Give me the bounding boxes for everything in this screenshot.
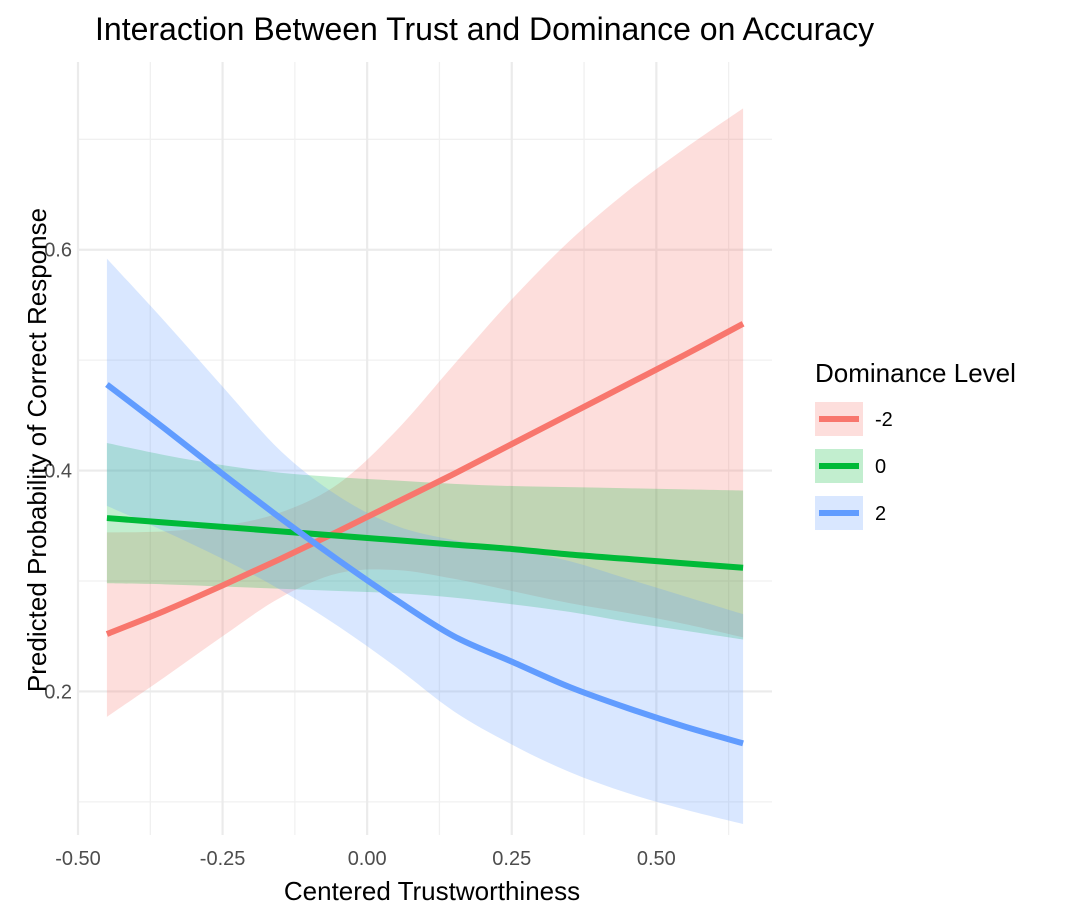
grid-major (76, 62, 772, 835)
legend-title: Dominance Level (815, 358, 1016, 388)
legend-item--2: -2 (815, 402, 893, 436)
y-axis-title: Predicted Probability of Correct Respons… (22, 208, 52, 692)
y-tick-label: 0.6 (44, 240, 72, 262)
legend: Dominance Level -2 0 2 (815, 358, 1016, 530)
legend-items: -2 0 2 (815, 402, 893, 530)
legend-label: 0 (875, 456, 886, 478)
chart-title: Interaction Between Trust and Dominance … (95, 11, 874, 47)
x-axis-title: Centered Trustworthiness (284, 876, 580, 906)
x-axis-ticks: -0.50 -0.25 0.00 0.25 0.50 (55, 848, 676, 870)
x-tick-label: 0.25 (492, 848, 531, 870)
x-tick-label: 0.50 (637, 848, 676, 870)
series-lines (105, 321, 745, 747)
x-tick-label: -0.25 (200, 848, 246, 870)
legend-label: -2 (875, 409, 893, 431)
y-axis-ticks: 0.2 0.4 0.6 (44, 240, 72, 704)
x-tick-label: 0.00 (348, 848, 387, 870)
line-series-2 (105, 382, 744, 747)
legend-item-0: 0 (815, 449, 886, 483)
x-tick-label: -0.50 (55, 848, 101, 870)
legend-label: 2 (875, 503, 886, 525)
line-series--2 (105, 321, 745, 637)
line-series-0 (106, 515, 744, 571)
y-tick-label: 0.4 (44, 461, 72, 483)
legend-item-2: 2 (815, 496, 886, 530)
y-tick-label: 0.2 (44, 681, 72, 703)
grid-minor (78, 62, 772, 835)
plot-panel (76, 62, 772, 835)
